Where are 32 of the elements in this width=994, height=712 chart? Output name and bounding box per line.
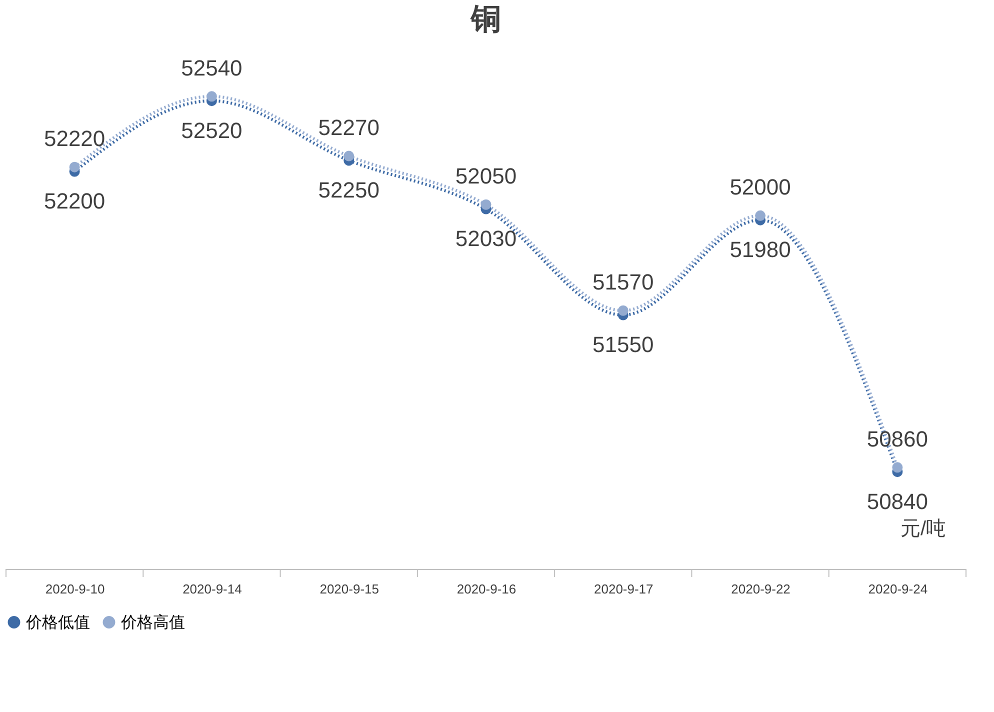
data-label: 52030 xyxy=(455,226,517,252)
chart-title: 铜 xyxy=(470,3,501,36)
data-label: 51980 xyxy=(730,237,791,262)
data-label: 52250 xyxy=(318,177,380,202)
text: 元/吨 xyxy=(900,518,946,540)
data-label: 52200 xyxy=(44,188,106,214)
data-label: 51570 xyxy=(592,270,654,295)
legend-label: 价格低值 xyxy=(25,614,90,632)
x-tick-label: 2020-9-24 xyxy=(868,582,928,596)
data-label: 52520 xyxy=(181,118,242,143)
x-tick-label: 2020-9-14 xyxy=(182,582,242,596)
x-tick-label: 2020-9-15 xyxy=(320,582,379,596)
point xyxy=(206,91,217,102)
point xyxy=(755,210,766,221)
point xyxy=(69,162,80,172)
data-label: 52050 xyxy=(455,164,517,189)
point xyxy=(480,199,492,210)
x-tick-label: 2020-9-22 xyxy=(731,582,790,596)
legend-label: 价格高值 xyxy=(120,613,185,632)
data-label: 52270 xyxy=(318,115,380,140)
point xyxy=(892,462,903,473)
x-tick-label: 2020-9-17 xyxy=(594,582,654,596)
data-label: 52220 xyxy=(44,126,106,152)
point xyxy=(618,305,628,316)
point xyxy=(344,150,354,162)
x-tick-label: 2020-9-16 xyxy=(456,582,516,596)
data-label: 52000 xyxy=(730,174,791,200)
data-label: 50840 xyxy=(866,488,928,514)
data-label: 50860 xyxy=(866,426,928,452)
x-tick-label: 2020-9-10 xyxy=(45,582,105,596)
data-label: 52540 xyxy=(181,55,242,80)
data-label: 51550 xyxy=(592,332,654,358)
